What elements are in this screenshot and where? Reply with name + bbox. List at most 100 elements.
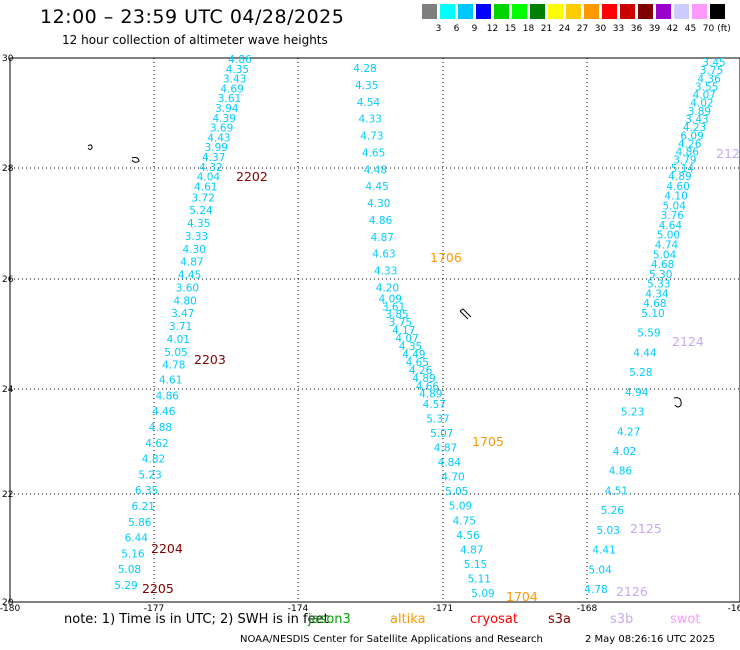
wave-height-value: 4.17 (392, 325, 415, 337)
wave-height-value: 3.99 (205, 142, 228, 154)
wave-height-value: 4.28 (353, 63, 376, 75)
wave-height-value: 5.03 (597, 525, 620, 537)
legend-swatch (584, 4, 599, 19)
legend-label: 27 (576, 24, 589, 34)
wave-height-value: 4.87 (460, 544, 483, 556)
x-tick-label: -174 (288, 604, 309, 614)
legend-swatch (512, 4, 527, 19)
wave-height-value: 4.87 (180, 257, 203, 269)
wave-height-value: 3.55 (695, 81, 718, 93)
wave-height-value: 4.30 (367, 198, 390, 210)
wave-height-value: 6.21 (132, 501, 155, 513)
wave-height-value: 4.94 (625, 387, 649, 399)
wave-height-value: 4.39 (213, 113, 236, 125)
wave-height-value: 3.33 (185, 231, 208, 243)
wave-height-value: 4.86 (676, 147, 700, 159)
wave-height-value: 6.35 (135, 485, 158, 497)
legend-swatch (602, 4, 617, 19)
wave-height-value: 4.20 (376, 282, 399, 294)
y-tick-label: 30 (2, 54, 14, 64)
wave-height-value: 4.60 (666, 181, 689, 193)
wave-height-value: 4.30 (183, 244, 206, 256)
wave-height-value: 6.09 (680, 130, 703, 142)
wave-height-value: 3.61 (218, 93, 241, 105)
legend-swatch (494, 4, 509, 19)
island-shape (673, 397, 682, 408)
wave-height-value: 4.87 (371, 232, 394, 244)
legend-label: 3 (435, 24, 442, 34)
pass-time-label: 2126 (616, 584, 648, 599)
wave-height-value: 3.43 (223, 74, 246, 86)
legend-swatch (656, 4, 671, 19)
note-text: note: 1) Time is in UTC; 2) SWH is in fe… (64, 612, 329, 627)
wave-height-value: 4.02 (690, 98, 713, 110)
legend-label: 21 (540, 24, 553, 34)
wave-height-value: 4.07 (395, 333, 418, 345)
wave-height-value: 4.02 (613, 446, 636, 458)
wave-height-value: 3.75 (389, 317, 412, 329)
wave-height-value: 4.75 (453, 515, 476, 527)
wave-height-value: 5.11 (468, 573, 491, 585)
wave-height-value: 4.68 (643, 298, 666, 310)
wave-height-value: 4.43 (207, 132, 230, 144)
timestamp: 2 May 08:26:16 UTC 2025 (585, 634, 715, 645)
y-tick-label: 28 (2, 164, 14, 174)
wave-height-value: 4.41 (592, 545, 615, 557)
pass-time-label: 2205 (142, 581, 174, 596)
wave-height-value: 4.65 (362, 147, 385, 159)
wave-height-value: 4.04 (197, 172, 221, 184)
wave-height-value: 5.59 (637, 328, 660, 340)
wave-height-value: 5.33 (647, 279, 670, 291)
y-tick-label: 24 (2, 385, 14, 395)
wave-height-value: 5.07 (430, 428, 453, 440)
wave-height-value: 4.86 (156, 390, 180, 402)
wave-height-value: 3.79 (673, 155, 696, 167)
pass-time-label: 2202 (236, 169, 268, 184)
wave-height-value: 3.71 (169, 321, 192, 333)
wave-height-value: 4.45 (365, 181, 388, 193)
x-tick-label: -168 (577, 604, 598, 614)
legend-swatch (530, 4, 545, 19)
wave-height-value: 3.85 (385, 309, 408, 321)
wave-height-value: 4.32 (199, 162, 222, 174)
legend-swatch (440, 4, 455, 19)
legend-label: 12 (486, 24, 499, 34)
wave-height-value: 4.68 (651, 259, 674, 271)
legend-swatch (458, 4, 473, 19)
wave-height-value: 4.89 (668, 171, 691, 183)
wave-height-value: 4.26 (409, 365, 433, 377)
wave-height-value: 4.84 (438, 457, 462, 469)
wave-height-value: 3.69 (210, 123, 233, 135)
wave-height-value: 4.51 (605, 485, 628, 497)
satellite-name-swot: swot (670, 612, 701, 627)
satellite-name-s3a: s3a (548, 612, 572, 627)
wave-height-value: 4.74 (655, 240, 679, 252)
wave-height-value: 4.35 (187, 218, 210, 230)
wave-height-value: 5.05 (164, 347, 187, 359)
wave-height-value: 3.45 (702, 57, 725, 69)
wave-height-value: 5.29 (114, 580, 137, 592)
wave-height-value: 4.33 (359, 114, 382, 126)
page-subtitle: 12 hour collection of altimeter wave hei… (62, 33, 328, 47)
wave-height-value: 3.43 (685, 114, 708, 126)
island-shape (87, 144, 93, 150)
wave-height-value: 4.61 (159, 375, 182, 387)
wave-height-value: 4.54 (357, 97, 381, 109)
wave-height-value: 5.28 (629, 367, 652, 379)
wave-height-value: 4.35 (226, 64, 249, 76)
legend-label: 42 (666, 24, 679, 34)
wave-height-value: 4.48 (364, 164, 387, 176)
x-tick-label: -177 (144, 604, 164, 614)
wave-height-value: 4.63 (372, 249, 395, 261)
wave-height-value: 4.89 (412, 373, 435, 385)
legend-label: 70 (702, 24, 715, 34)
wave-height-value: 3.76 (661, 210, 685, 222)
y-tick-label: 26 (2, 275, 14, 285)
wave-height-value: 4.34 (645, 288, 669, 300)
wave-height-value: 4.78 (584, 584, 607, 596)
wave-height-value: 4.37 (202, 152, 225, 164)
wave-height-value: 5.15 (464, 559, 487, 571)
pass-time-label: 1706 (430, 250, 462, 265)
pass-time-label: 2203 (194, 352, 226, 367)
pass-time-label: 2204 (151, 541, 183, 556)
